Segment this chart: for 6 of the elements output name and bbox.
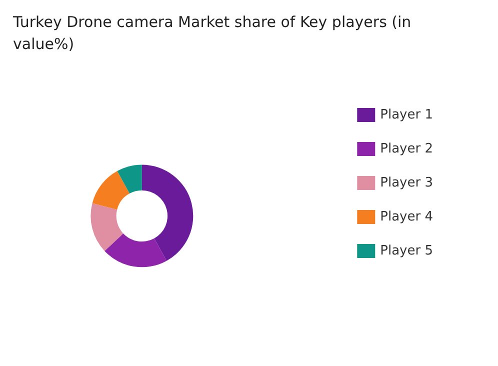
legend-label: Player 5 xyxy=(380,244,433,258)
legend-label: Player 2 xyxy=(380,142,433,156)
legend-label: Player 1 xyxy=(380,108,433,122)
chart-title: Turkey Drone camera Market share of Key players (in value%) xyxy=(12,13,416,53)
legend-label: Player 3 xyxy=(380,176,433,190)
legend-label: Player 4 xyxy=(380,210,433,224)
